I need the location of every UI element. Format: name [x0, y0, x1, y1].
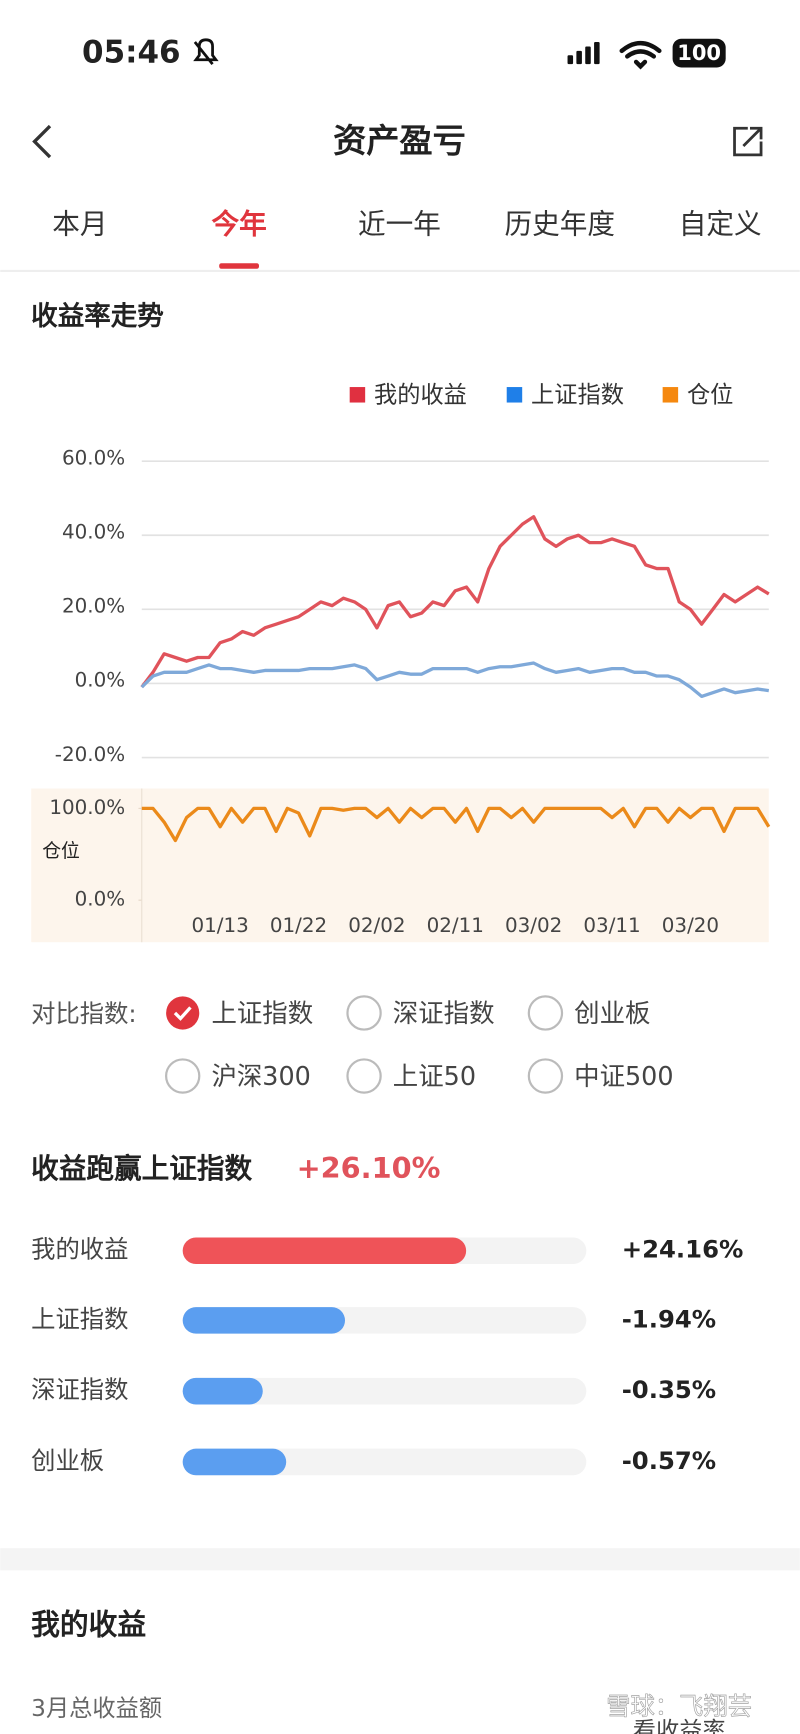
bar-value: -0.35%: [622, 1375, 716, 1404]
tab[interactable]: 今年: [211, 208, 266, 241]
x-tick-label: 02/11: [427, 914, 484, 937]
bar-name: 深证指数: [31, 1375, 128, 1404]
position-panel: [31, 788, 769, 943]
option-radio[interactable]: [527, 995, 564, 1031]
option-label[interactable]: 创业板: [574, 998, 650, 1028]
series-line: [140, 661, 770, 699]
y-tick-label: 60.0%: [62, 446, 125, 469]
option-radio[interactable]: [165, 1058, 201, 1094]
mute-icon: [193, 38, 219, 66]
bar-value: -0.57%: [622, 1446, 716, 1475]
option-radio[interactable]: [346, 1058, 382, 1094]
income-subtitle: 3月总收益额: [31, 1695, 162, 1722]
tab[interactable]: 自定义: [679, 208, 762, 241]
option-radio[interactable]: [346, 995, 382, 1031]
income-link[interactable]: 看收益率: [633, 1717, 726, 1734]
bar-name: 上证指数: [31, 1304, 128, 1333]
tab[interactable]: 历史年度: [505, 208, 616, 241]
y2-tick-label: 100.0%: [49, 796, 125, 819]
bar: [182, 1237, 467, 1265]
y2-axis-label: 仓位: [42, 840, 80, 862]
x-tick-label: 01/22: [270, 914, 327, 937]
share-button[interactable]: [733, 126, 763, 157]
option-label[interactable]: 中证500: [574, 1061, 673, 1091]
legend-label: 我的收益: [374, 381, 467, 408]
tab-indicator: [219, 263, 260, 269]
option-check[interactable]: [166, 996, 200, 1030]
section-divider: [0, 1548, 800, 1571]
series-line: [140, 515, 770, 689]
bar-value: -1.94%: [622, 1304, 716, 1333]
option-label[interactable]: 沪深300: [211, 1061, 310, 1091]
legend-label: 仓位: [687, 381, 733, 408]
compare-label: 对比指数:: [31, 999, 136, 1028]
bar-name: 创业板: [31, 1446, 104, 1475]
income-title: 我的收益: [31, 1608, 146, 1642]
y-tick-label: 40.0%: [62, 521, 125, 544]
option-label[interactable]: 上证50: [393, 1061, 476, 1091]
y-tick-label: -20.0%: [55, 743, 125, 766]
legend-swatch: [349, 387, 366, 403]
outperform-title: 收益跑赢上证指数: [31, 1152, 252, 1185]
x-tick-label: 02/02: [348, 914, 405, 937]
legend-swatch: [662, 387, 679, 403]
bar: [182, 1377, 263, 1405]
legend-label: 上证指数: [531, 381, 624, 408]
status-time: 05:46: [82, 35, 181, 71]
legend-swatch: [506, 387, 523, 403]
option-label[interactable]: 上证指数: [211, 998, 313, 1028]
section-title: 收益率走势: [31, 301, 164, 332]
bar-track: [182, 1377, 587, 1405]
x-tick-label: 03/02: [505, 914, 562, 937]
bar: [182, 1307, 346, 1334]
option-label[interactable]: 深证指数: [393, 998, 495, 1028]
battery-level: 100: [677, 40, 721, 65]
tab[interactable]: 本月: [52, 208, 107, 241]
outperform-value: +26.10%: [297, 1151, 441, 1185]
x-tick-label: 03/20: [662, 914, 719, 937]
bar-name: 我的收益: [31, 1235, 128, 1264]
signal-icon: [567, 42, 600, 65]
wifi-icon: [619, 40, 662, 70]
y-tick-label: 20.0%: [62, 595, 125, 618]
tab[interactable]: 近一年: [358, 208, 441, 241]
page-title: 资产盈亏: [333, 121, 466, 160]
bar: [182, 1448, 287, 1476]
x-tick-label: 03/11: [583, 914, 640, 937]
option-radio[interactable]: [527, 1058, 564, 1094]
watermark: 雪球：飞翔芸: [606, 1691, 752, 1720]
back-button[interactable]: [32, 124, 52, 159]
bar-value: +24.16%: [622, 1235, 744, 1264]
series-line: [141, 806, 771, 843]
y-tick-label: 0.0%: [75, 669, 126, 692]
check-mark: [173, 1006, 192, 1021]
y2-tick-label: 0.0%: [75, 888, 126, 911]
x-tick-label: 01/13: [191, 914, 248, 937]
battery-icon: [672, 38, 726, 68]
